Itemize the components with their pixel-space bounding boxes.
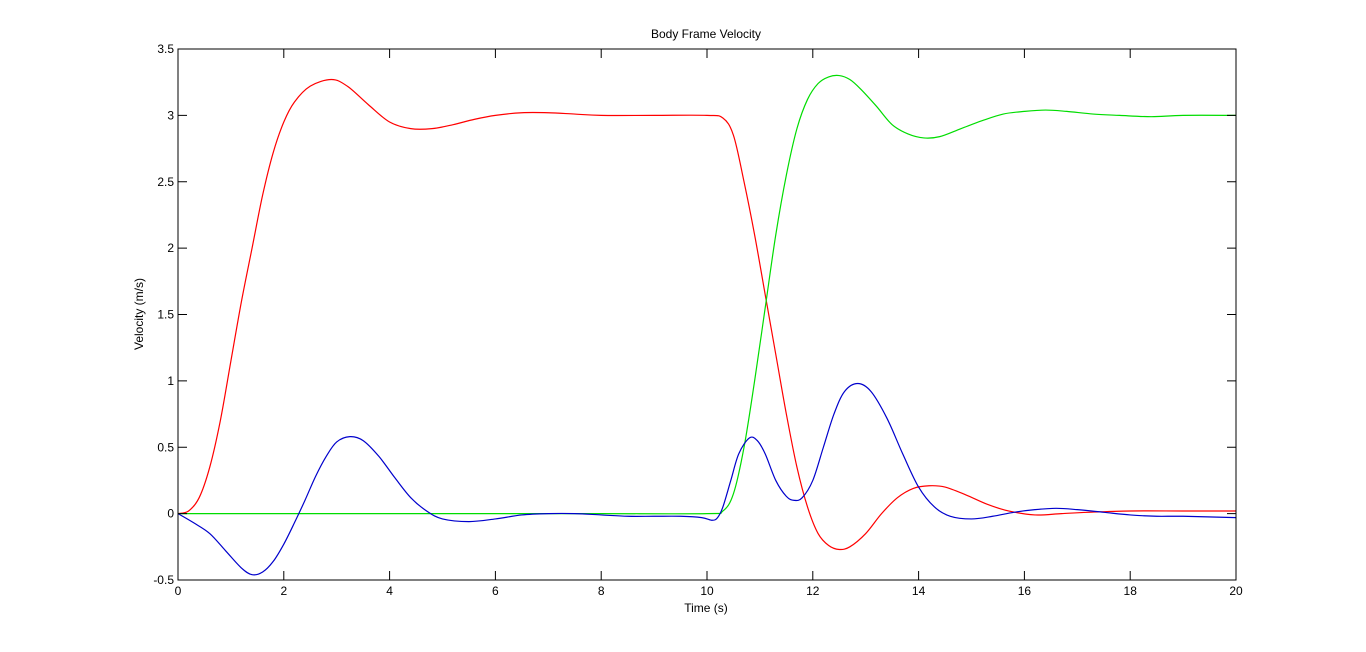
series-line-blue bbox=[177, 382, 1237, 576]
x-tick-label: 0 bbox=[175, 584, 182, 598]
y-tick-label: 3 bbox=[167, 108, 174, 122]
y-tick-label: -0.5 bbox=[153, 573, 174, 587]
x-tick-label: 20 bbox=[1229, 584, 1243, 598]
chart-title: Body Frame Velocity bbox=[651, 27, 761, 41]
ticks-layer: 0 2 4 6 8 10 12 14 16 18 20-0.500.511.522.533.5 bbox=[153, 42, 1243, 598]
y-tick-label: 2 bbox=[167, 241, 174, 255]
series-line-green bbox=[178, 74, 1237, 515]
series-line-red bbox=[177, 78, 1236, 551]
plot-area-frame bbox=[177, 48, 1237, 581]
series-layer bbox=[177, 74, 1237, 576]
y-tick-label: 0.5 bbox=[157, 440, 174, 454]
x-tick-label: 4 bbox=[386, 584, 393, 598]
x-tick-label: 12 bbox=[806, 584, 820, 598]
y-tick-label: 3.5 bbox=[157, 42, 174, 56]
x-tick-label: 2 bbox=[280, 584, 287, 598]
x-axis-label: Time (s) bbox=[684, 601, 728, 615]
y-tick-label: 0 bbox=[167, 507, 174, 521]
y-tick-label: 1.5 bbox=[157, 308, 174, 322]
y-tick-label: 2.5 bbox=[157, 175, 174, 189]
x-tick-label: 8 bbox=[598, 584, 605, 598]
x-tick-label: 10 bbox=[700, 584, 714, 598]
x-tick-label: 16 bbox=[1018, 584, 1032, 598]
y-tick-label: 1 bbox=[167, 374, 174, 388]
x-tick-label: 14 bbox=[912, 584, 926, 598]
x-tick-label: 6 bbox=[492, 584, 499, 598]
x-tick-label: 18 bbox=[1124, 584, 1138, 598]
y-axis-label: Velocity (m/s) bbox=[132, 278, 146, 350]
